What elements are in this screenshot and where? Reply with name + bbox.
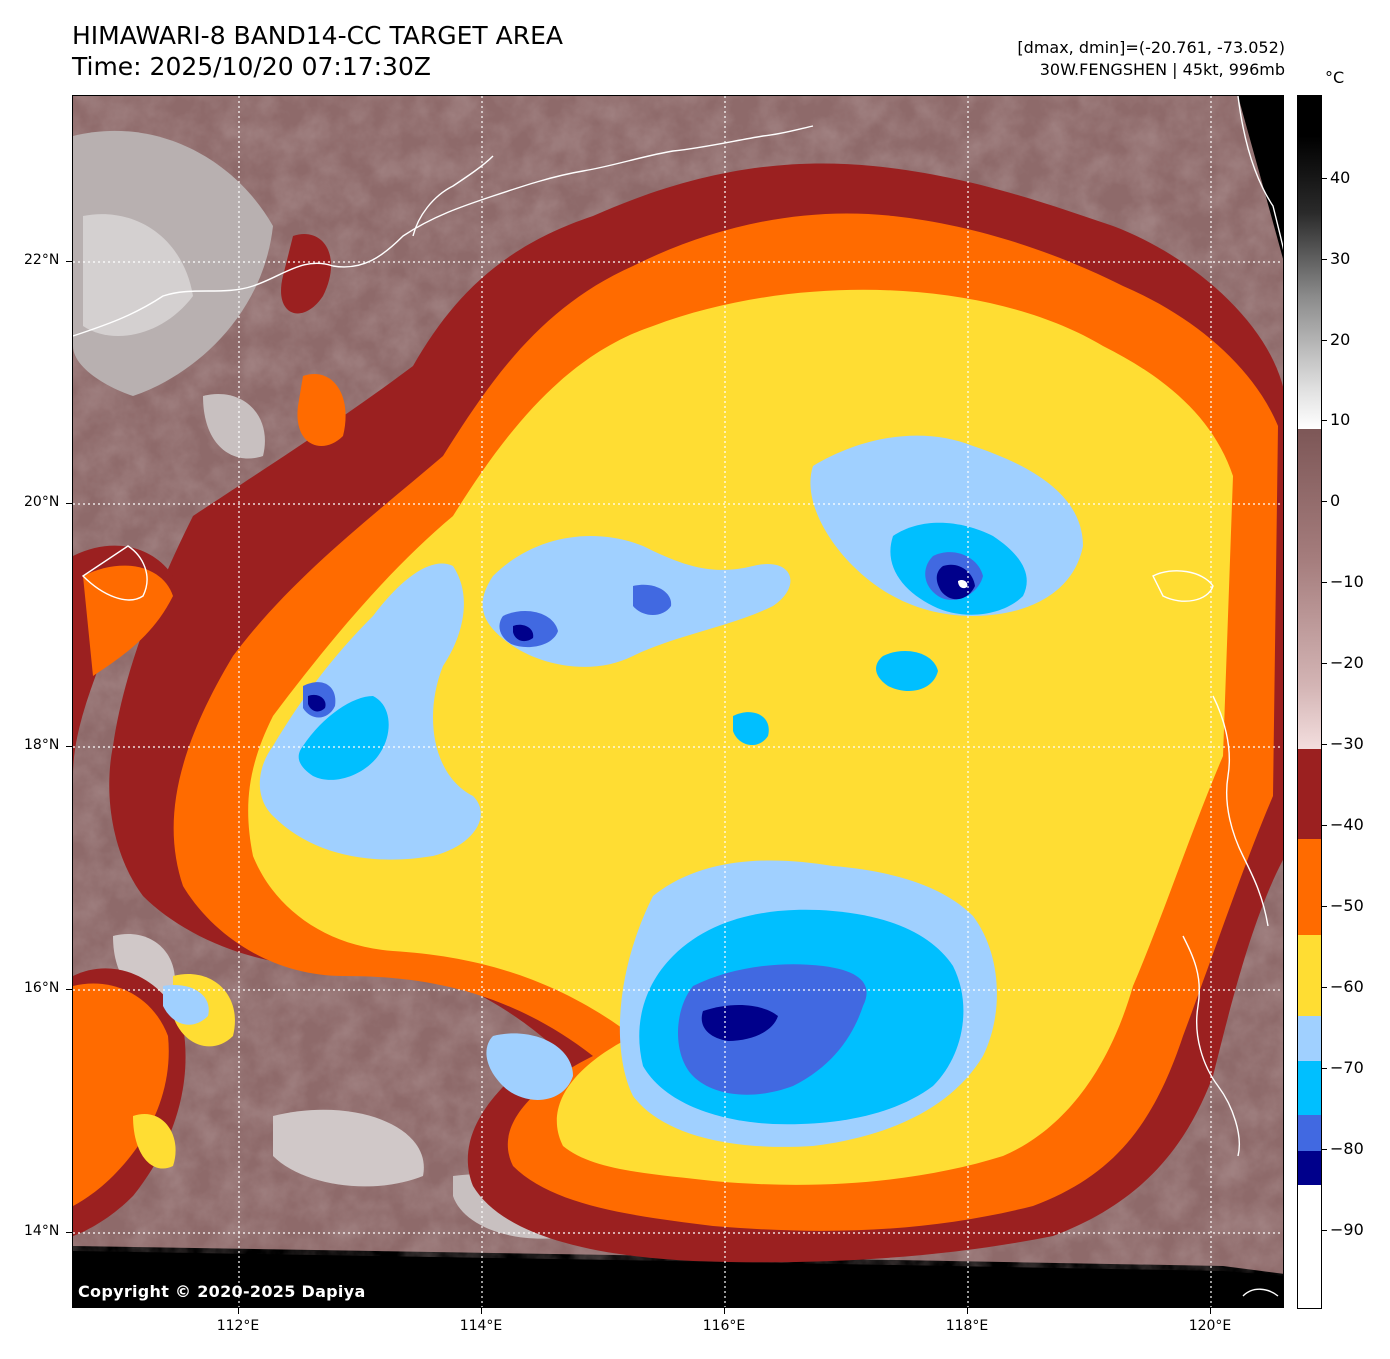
colorbar-tick	[1322, 178, 1327, 179]
colorbar-tick-label: −80	[1330, 1139, 1364, 1158]
colorbar-seg-royal-blue	[1298, 1115, 1321, 1151]
colorbar-tick	[1322, 582, 1327, 583]
lat-tick	[66, 261, 72, 262]
colorbar-tick	[1322, 987, 1327, 988]
colorbar-tick-label: −50	[1330, 896, 1364, 915]
figure-time: Time: 2025/10/20 07:17:30Z	[72, 52, 431, 81]
colorbar-tick	[1322, 744, 1327, 745]
satellite-map: Copyright © 2020-2025 Dapiya	[72, 95, 1284, 1308]
colorbar-seg-light-blue	[1298, 1016, 1321, 1061]
lat-label-16n: 16°N	[24, 980, 60, 996]
satellite-image	[73, 96, 1283, 1307]
colorbar-tick-label: 0	[1330, 491, 1341, 510]
colorbar-seg-navy	[1298, 1151, 1321, 1185]
colorbar-warm-scale	[1298, 429, 1321, 749]
cloud-top-layers	[73, 163, 1283, 1263]
lon-label-118e: 118°E	[945, 1318, 989, 1334]
colorbar-tick	[1322, 1149, 1327, 1150]
colorbar-tick	[1322, 825, 1327, 826]
colorbar-tick-label: 10	[1330, 410, 1351, 429]
colorbar-tick	[1322, 501, 1327, 502]
colorbar-tick	[1322, 259, 1327, 260]
colorbar-gray-scale	[1298, 96, 1321, 429]
colorbar-seg-dark-red	[1298, 749, 1321, 839]
copyright-text: Copyright © 2020-2025 Dapiya	[78, 1282, 366, 1301]
colorbar-tick-label: −60	[1330, 977, 1364, 996]
colorbar-seg-yellow	[1298, 935, 1321, 1016]
colorbar-tick	[1322, 663, 1327, 664]
lon-tick	[481, 1308, 482, 1314]
lat-tick	[66, 989, 72, 990]
lat-tick	[66, 1232, 72, 1233]
lat-label-22n: 22°N	[24, 252, 60, 268]
colorbar-tick-label: 40	[1330, 168, 1351, 187]
colorbar	[1297, 95, 1322, 1309]
lat-label-18n: 18°N	[24, 737, 60, 753]
coastlines	[73, 96, 1283, 1297]
colorbar-tick	[1322, 1230, 1327, 1231]
colorbar-tick-label: 20	[1330, 330, 1351, 349]
colorbar-tick-label: −10	[1330, 572, 1364, 591]
lon-tick	[967, 1308, 968, 1314]
lon-label-114e: 114°E	[459, 1318, 503, 1334]
lon-label-112e: 112°E	[216, 1318, 260, 1334]
colorbar-tick-label: 30	[1330, 249, 1351, 268]
no-data-areas	[73, 96, 1283, 1307]
storm-info-text: 30W.FENGSHEN | 45kt, 996mb	[1039, 60, 1285, 79]
colorbar-unit: °C	[1325, 68, 1345, 87]
graticule	[73, 96, 1283, 1307]
lat-label-14n: 14°N	[24, 1223, 60, 1239]
colorbar-tick	[1322, 340, 1327, 341]
lat-tick	[66, 503, 72, 504]
colorbar-tick	[1322, 1068, 1327, 1069]
colorbar-seg-white	[1298, 1185, 1321, 1308]
lon-tick	[1210, 1308, 1211, 1314]
data-range-text: [dmax, dmin]=(-20.761, -73.052)	[1017, 38, 1285, 57]
colorbar-tick-label: −40	[1330, 815, 1364, 834]
lat-label-20n: 20°N	[24, 494, 60, 510]
lon-tick	[238, 1308, 239, 1314]
lat-tick	[66, 746, 72, 747]
colorbar-tick	[1322, 906, 1327, 907]
colorbar-tick	[1322, 420, 1327, 421]
colorbar-tick-label: −30	[1330, 734, 1364, 753]
colorbar-tick-label: −70	[1330, 1058, 1364, 1077]
figure-title: HIMAWARI-8 BAND14-CC TARGET AREA	[72, 21, 564, 50]
colorbar-tick-label: −90	[1330, 1220, 1364, 1239]
lon-label-120e: 120°E	[1188, 1318, 1232, 1334]
lon-tick	[724, 1308, 725, 1314]
colorbar-seg-orange	[1298, 839, 1321, 935]
colorbar-tick-label: −20	[1330, 653, 1364, 672]
lon-label-116e: 116°E	[702, 1318, 746, 1334]
colorbar-seg-cyan	[1298, 1061, 1321, 1115]
